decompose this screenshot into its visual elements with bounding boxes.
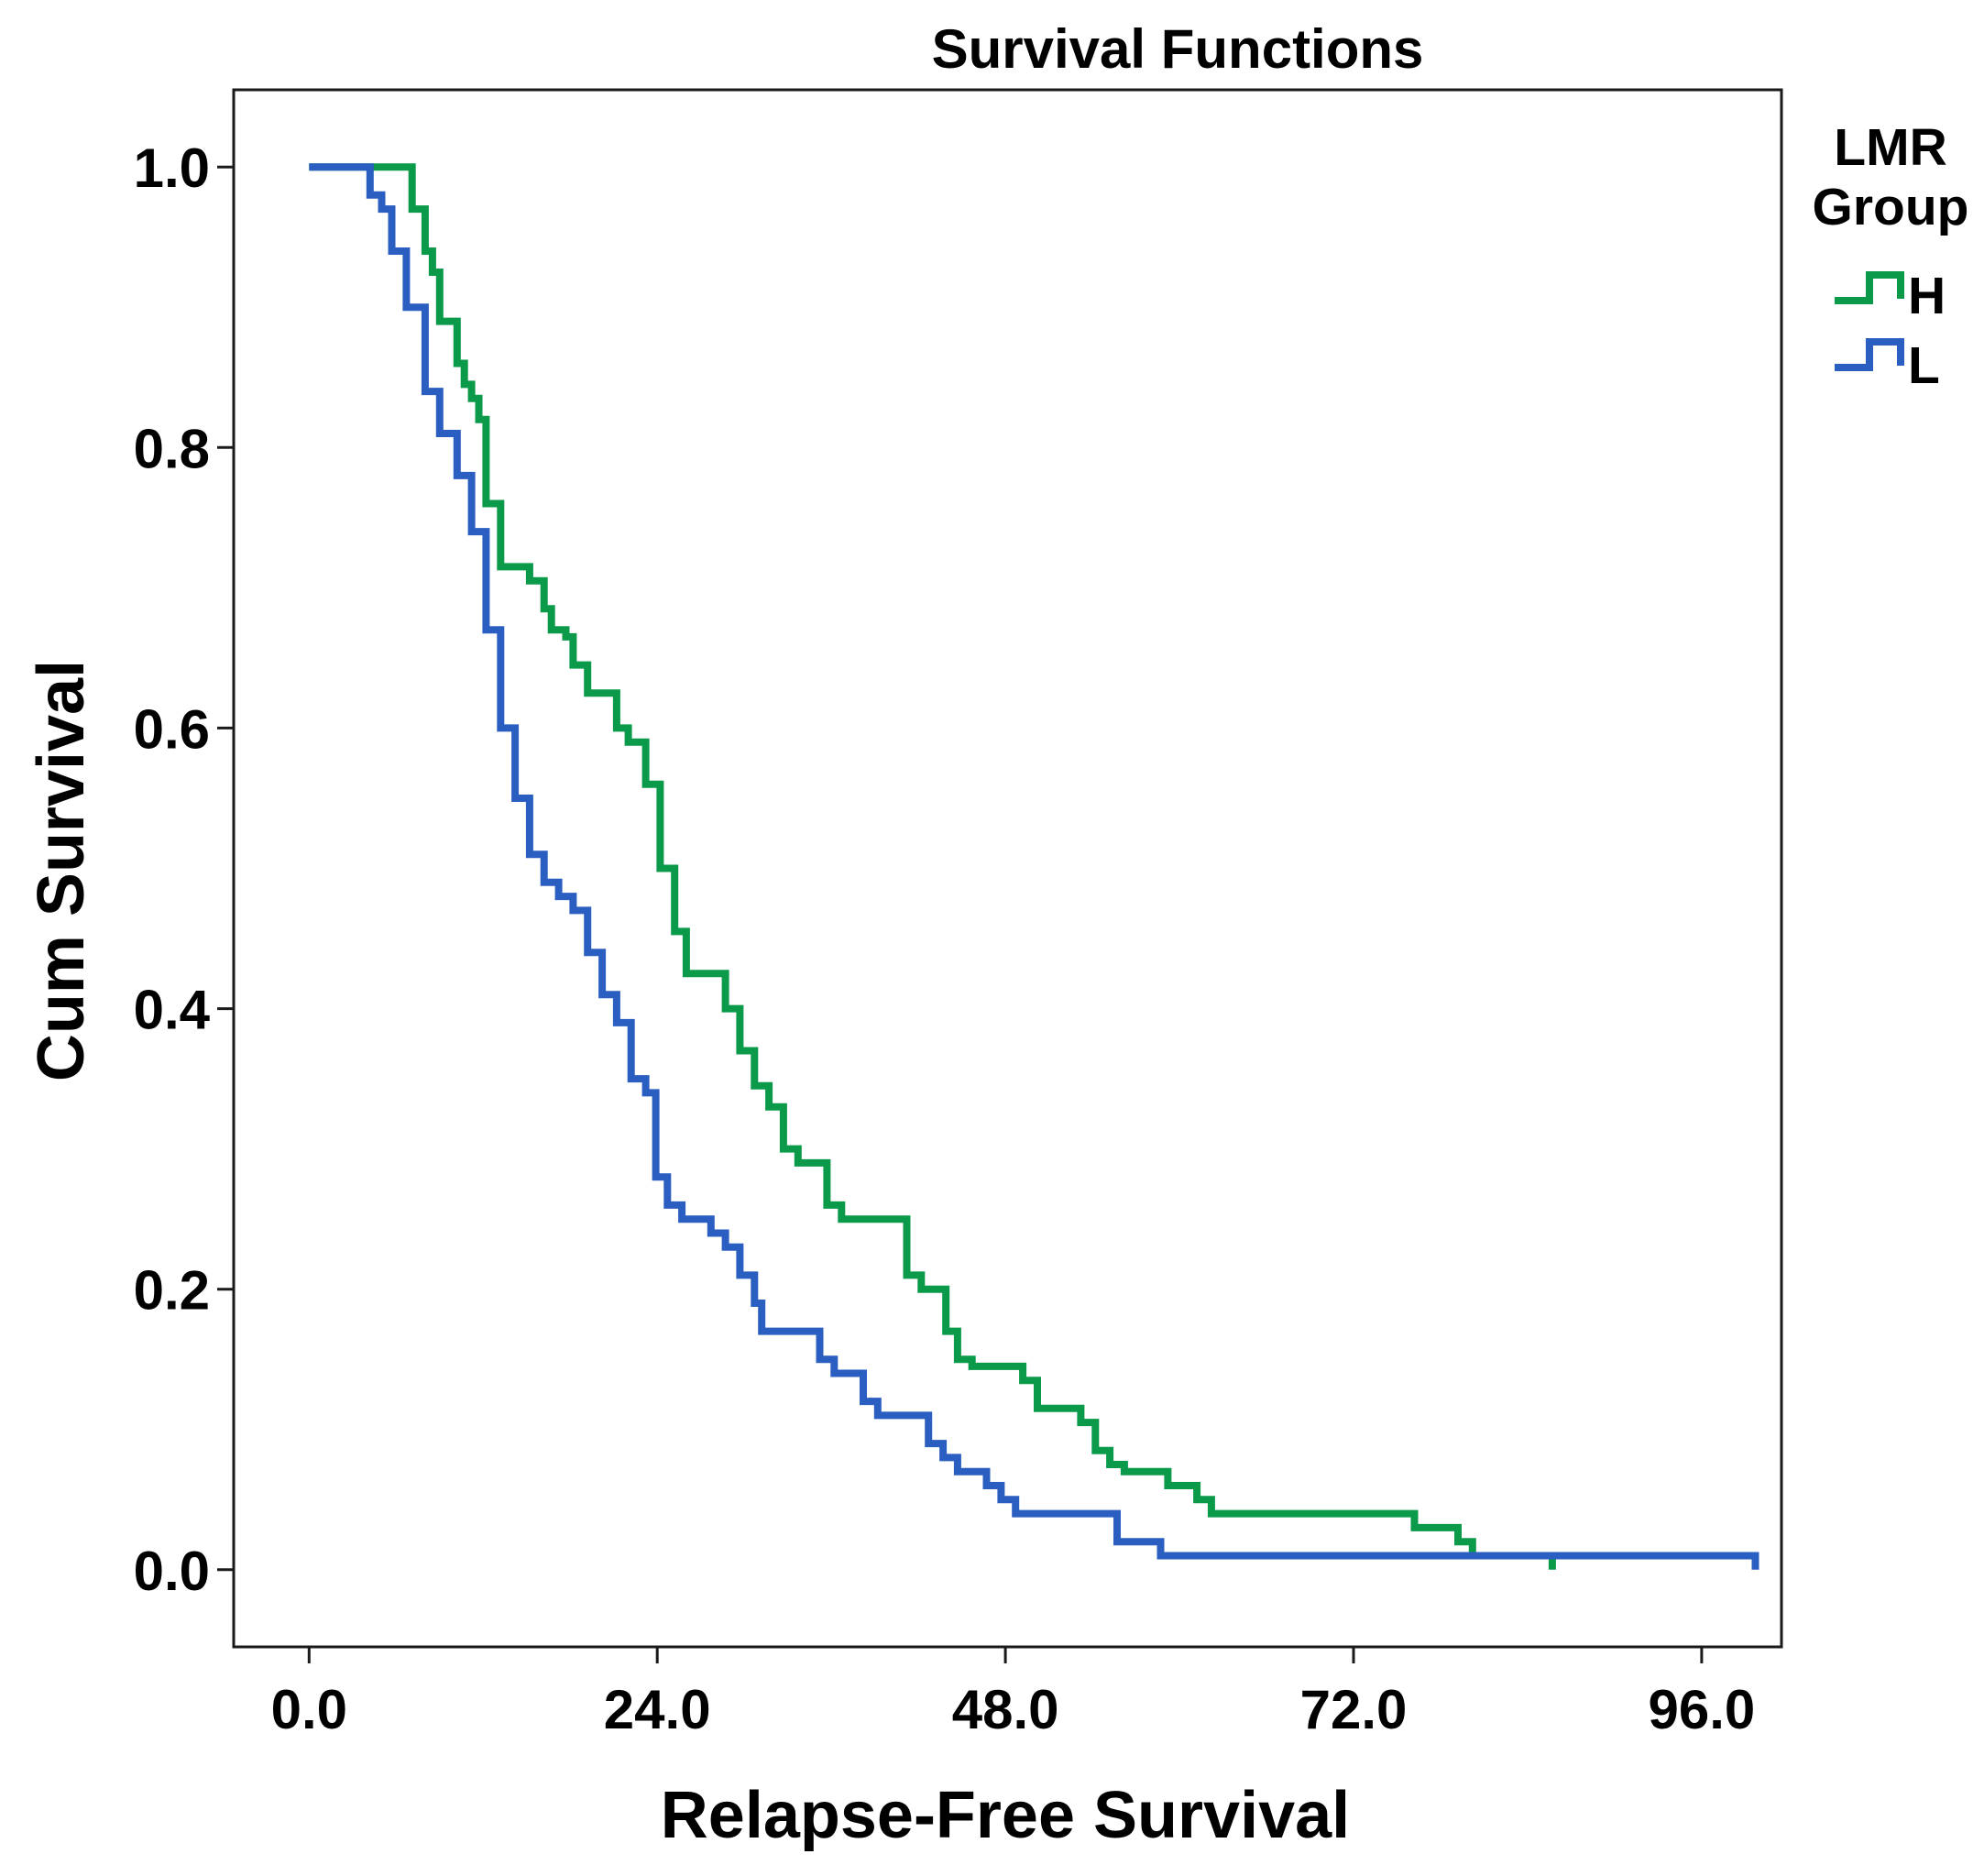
legend-label-h: H <box>1908 267 1946 325</box>
series-layer <box>309 163 1759 1570</box>
x-axis-tick-label: 0.0 <box>271 1679 347 1740</box>
legend-label-l: L <box>1908 336 1940 395</box>
x-axis-tick-label: 72.0 <box>1300 1679 1408 1740</box>
survival-line-h <box>309 163 1556 1570</box>
legend: LMR Group H L <box>1813 118 1969 395</box>
x-axis: 0.0 24.0 48.0 72.0 96.0 <box>271 1647 1756 1740</box>
y-axis-tick-label: 1.0 <box>134 137 210 199</box>
legend-title-line1: LMR <box>1834 118 1946 177</box>
x-axis-title: Relapse-Free Survival <box>661 1779 1350 1852</box>
y-axis-tick-label: 0.6 <box>134 698 210 760</box>
y-axis-tick-label: 0.8 <box>134 418 210 479</box>
y-axis-title: Cum Survival <box>25 660 98 1081</box>
survival-line-l <box>309 163 1759 1570</box>
legend-symbol-l <box>1835 338 1904 371</box>
legend-title-line2: Group <box>1813 178 1969 236</box>
x-axis-tick-label: 24.0 <box>604 1679 711 1740</box>
y-axis-tick-label: 0.2 <box>134 1260 210 1322</box>
chart-title: Survival Functions <box>932 18 1424 80</box>
plot-frame <box>232 88 1783 1649</box>
x-axis-tick-label: 96.0 <box>1649 1679 1756 1740</box>
legend-symbol-h <box>1835 271 1904 304</box>
x-axis-tick-label: 48.0 <box>952 1679 1059 1740</box>
y-axis-tick-label: 0.0 <box>134 1541 210 1602</box>
y-axis-tick-label: 0.4 <box>134 980 211 1041</box>
y-axis: 0.0 0.2 0.4 0.6 0.8 1.0 <box>134 137 234 1602</box>
